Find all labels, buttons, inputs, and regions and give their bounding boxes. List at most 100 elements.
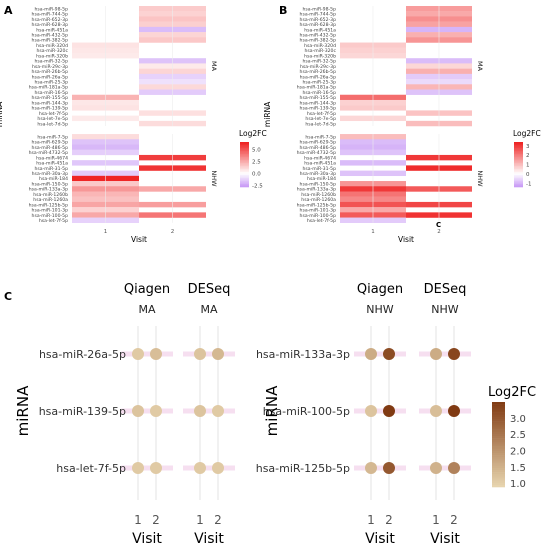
row-label: hsa-miR-181a-5p — [297, 85, 336, 91]
row-label: hsa-miR-98-5p — [302, 6, 336, 12]
facet-header: DESeq — [188, 282, 231, 297]
dot — [194, 462, 206, 474]
legend-gradient-step — [240, 163, 249, 165]
legend-gradient-step — [240, 176, 249, 179]
legend-tick-label: 0.0 — [252, 171, 261, 177]
row-label: hsa-miR-101-3p — [300, 208, 337, 214]
row-label: hsa-miR-320c — [305, 48, 337, 54]
legend-gradient-step — [492, 450, 505, 454]
legend-gradient-step — [240, 182, 249, 185]
dot — [150, 462, 162, 474]
row-label: hsa-miR-32-5p — [34, 59, 68, 65]
row-label: hsa-miR-26a-5p — [39, 348, 126, 361]
row-label: hsa-miR-30a-3p — [32, 171, 68, 177]
x-tick-label: 1 — [104, 229, 108, 235]
row-label: hsa-miR-184 — [39, 176, 68, 182]
dot — [383, 462, 395, 474]
x-tick-label: 1 — [371, 229, 375, 235]
dot — [448, 462, 460, 474]
legend-gradient-step — [514, 181, 523, 183]
row-label: hsa-miR-26b-5p — [32, 69, 69, 75]
row-label: hsa-miR-29c-3p — [300, 64, 336, 70]
dot — [194, 405, 206, 417]
dot — [150, 405, 162, 417]
row-label: hsa-miR-652-3p — [32, 17, 69, 23]
legend-gradient-step — [492, 440, 505, 443]
legend-gradient-step — [492, 402, 505, 405]
legend-gradient-step — [240, 161, 249, 164]
legend-tick-label: 1 — [526, 163, 530, 169]
row-label: hsa-miR-30a-3p — [300, 171, 336, 177]
dot — [132, 405, 144, 417]
legend-gradient-step — [492, 412, 505, 416]
row-label: hsa-miR-155-5p — [32, 95, 69, 101]
row-label: hsa-miR-1260b — [301, 192, 336, 198]
legend-gradient-step — [240, 178, 249, 180]
dot — [212, 348, 224, 360]
legend-title: Log2FC — [488, 385, 536, 400]
legend-gradient-step — [514, 143, 523, 146]
x-tick-label: 1 — [432, 513, 440, 527]
x-tick-label: 1 — [196, 513, 204, 527]
x-axis-title: Visit — [398, 235, 414, 244]
legend-gradient-step — [240, 173, 249, 176]
row-label: hsa-let-7f-5p — [39, 218, 68, 224]
legend-tick-label: 2 — [526, 153, 530, 159]
row-label: hsa-miR-486-5p — [32, 145, 69, 151]
legend-gradient-step — [514, 175, 523, 177]
legend-gradient-step — [492, 444, 505, 447]
legend-tick-label: -1 — [526, 181, 531, 187]
x-tick-label: 1 — [367, 513, 375, 527]
dot — [365, 462, 377, 474]
row-label: hsa-miR-629-5p — [300, 140, 337, 146]
row-label: hsa-miR-26a-5p — [32, 74, 68, 80]
x-axis-title: Visit — [430, 531, 460, 547]
legend-gradient-step — [492, 421, 505, 424]
row-label: hsa-miR-133a-3p — [297, 187, 336, 193]
row-label: hsa-let-7f-5p — [56, 462, 126, 475]
legend-title: Log2FC — [513, 129, 541, 138]
legend-gradient-step — [492, 446, 505, 450]
row-label: hsa-miR-25-3p — [302, 80, 336, 86]
legend-gradient-step — [492, 431, 505, 435]
row-label: hsa-miR-100-5p — [300, 213, 337, 219]
legend-gradient-step — [514, 176, 523, 179]
legend-gradient-step — [492, 484, 505, 488]
legend-gradient-step — [492, 410, 505, 413]
row-label: hsa-miR-320d — [304, 43, 336, 49]
legend-gradient-step — [240, 152, 249, 155]
row-label: hsa-miR-1260a — [301, 197, 336, 203]
legend-gradient-step — [240, 146, 249, 149]
row-label: hsa-miR-432-5p — [300, 33, 337, 39]
legend-gradient-step — [240, 181, 249, 183]
row-label: hsa-miR-150-5p — [300, 181, 337, 187]
row-label: hsa-miR-98-5p — [34, 6, 68, 12]
row-label: hsa-miR-744-5p — [300, 12, 337, 18]
x-tick-label: 2 — [437, 229, 441, 235]
row-label: hsa-miR-7-5p — [305, 134, 336, 140]
legend-gradient-step — [514, 170, 523, 173]
row-label: hsa-miR-451a — [36, 161, 68, 167]
legend-gradient-step — [492, 414, 505, 418]
facet-strip-label: MA — [138, 303, 155, 316]
row-label: hsa-miR-125b-5p — [29, 202, 68, 208]
legend-tick-label: 1.0 — [510, 479, 526, 490]
legend-gradient-step — [514, 145, 523, 147]
legend-gradient-step — [240, 151, 249, 153]
row-label: hsa-miR-7-5p — [37, 134, 68, 140]
row-label: hsa-miR-1260a — [33, 197, 68, 203]
legend-tick-label: 2.0 — [510, 447, 526, 458]
legend-gradient-step — [492, 448, 505, 452]
row-label: hsa-let-7e-5p — [305, 116, 336, 122]
legend-gradient-step — [492, 459, 505, 462]
row-label: hsa-miR-382-5p — [32, 38, 69, 44]
legend-tick-label: -2.5 — [252, 184, 263, 190]
facet-header: Qiagen — [124, 282, 170, 297]
legend-gradient-step — [240, 170, 249, 173]
row-label: hsa-miR-628-3p — [300, 22, 337, 28]
legend-gradient-step — [492, 425, 505, 428]
legend-gradient-step — [514, 158, 523, 161]
legend-gradient-step — [514, 164, 523, 167]
legend-gradient-step — [492, 470, 505, 473]
